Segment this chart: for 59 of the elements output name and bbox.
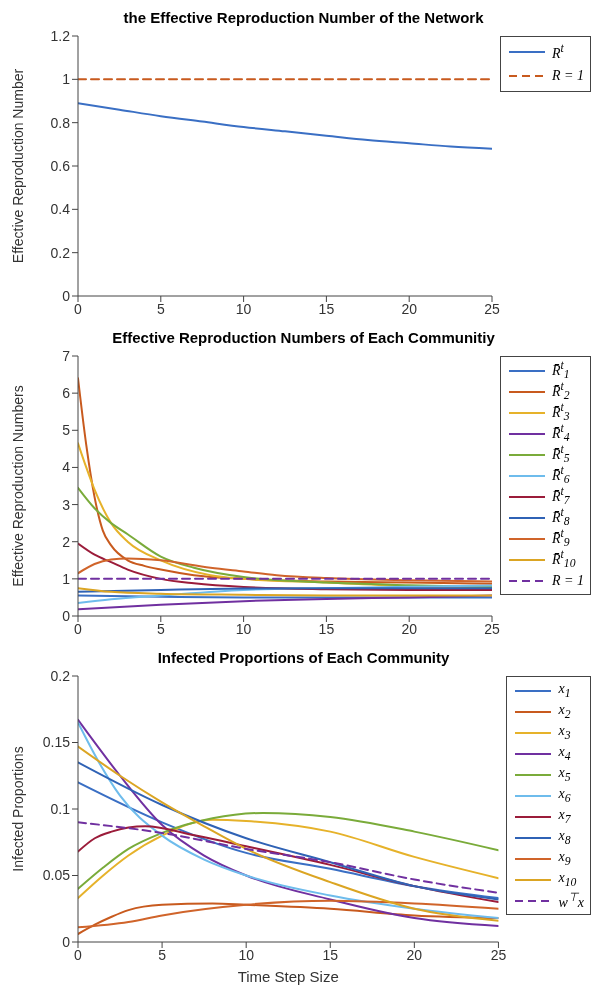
x-tick-label: 20 (401, 620, 418, 637)
y-tick-label: 0.6 (50, 157, 71, 174)
y-tick-label: 0.2 (50, 244, 71, 261)
x-tick-label: 20 (406, 946, 423, 963)
x-tick-label: 5 (156, 620, 165, 637)
y-tick-label: 1 (62, 570, 71, 587)
x-tick-label: 25 (484, 620, 500, 637)
legend-label: x$_{10}$ (558, 870, 577, 889)
x-tick-label: 20 (401, 300, 418, 317)
x-tick-label: 15 (318, 620, 335, 637)
y-tick-label: 7 (62, 347, 71, 364)
y-axis-title: Effective Reproduction Number (9, 68, 26, 264)
x-tick-label: 10 (238, 946, 255, 963)
x-tick-label: 15 (318, 300, 335, 317)
chart-title: Infected Proportions of Each Community (156, 648, 451, 668)
x-tick-label: 0 (74, 300, 83, 317)
legend-label: R$^{t}$ (552, 42, 564, 62)
legend-label: x$_{3}$ (558, 723, 571, 742)
legend-label: x$_{9}$ (558, 849, 571, 868)
y-tick-label: 2 (62, 533, 71, 550)
y-tick-label: 3 (62, 496, 71, 513)
y-axis-title: Effective Reproduction Numbers (9, 385, 26, 587)
y-tick-label: 0 (62, 287, 71, 304)
x-axis-title: Time Step Size (237, 968, 339, 985)
legend-label: R = 1 (552, 572, 584, 589)
legend-label: x$_{7}$ (558, 807, 571, 826)
x-tick-label: 25 (490, 946, 507, 963)
x-tick-label: 5 (156, 300, 165, 317)
x-tick-label: 0 (74, 620, 83, 637)
x-tick-label: 10 (235, 300, 252, 317)
x-tick-label: 15 (322, 946, 339, 963)
legend-label: x$_{2}$ (558, 702, 571, 721)
legend-label: w$^{⊤}$x (558, 890, 584, 911)
y-tick-label: 0.05 (42, 867, 71, 884)
y-tick-label: 0.4 (50, 201, 71, 218)
legend-label: x$_{4}$ (558, 744, 571, 763)
y-axis-title: Infected Proportions (9, 746, 26, 872)
y-tick-label: 0.8 (50, 114, 71, 131)
legend-label: x$_{5}$ (558, 765, 571, 784)
x-tick-label: 5 (158, 946, 167, 963)
y-tick-label: 0 (62, 607, 71, 624)
y-tick-label: 5 (62, 422, 71, 439)
x-tick-label: 25 (484, 300, 500, 317)
legend-label: x$_{1}$ (558, 681, 571, 700)
y-tick-label: 1.2 (50, 27, 71, 44)
x-tick-label: 0 (74, 946, 83, 963)
y-tick-label: 6 (62, 385, 71, 402)
y-tick-label: 1 (62, 71, 71, 88)
y-tick-label: 0.1 (50, 800, 71, 817)
x-tick-label: 10 (235, 620, 252, 637)
legend-label: x$_{8}$ (558, 828, 571, 847)
legend-label: R = 1 (552, 68, 584, 84)
legend-label: x$_{6}$ (558, 786, 571, 805)
y-tick-label: 0 (62, 933, 71, 950)
chart-title: Effective Reproduction Numbers of Each Communitiy (111, 328, 496, 348)
y-tick-label: 4 (62, 459, 71, 476)
y-tick-label: 0.15 (42, 734, 71, 751)
chart-title: the Effective Reproduction Number of the Network (122, 8, 485, 28)
y-tick-label: 0.2 (50, 667, 71, 684)
